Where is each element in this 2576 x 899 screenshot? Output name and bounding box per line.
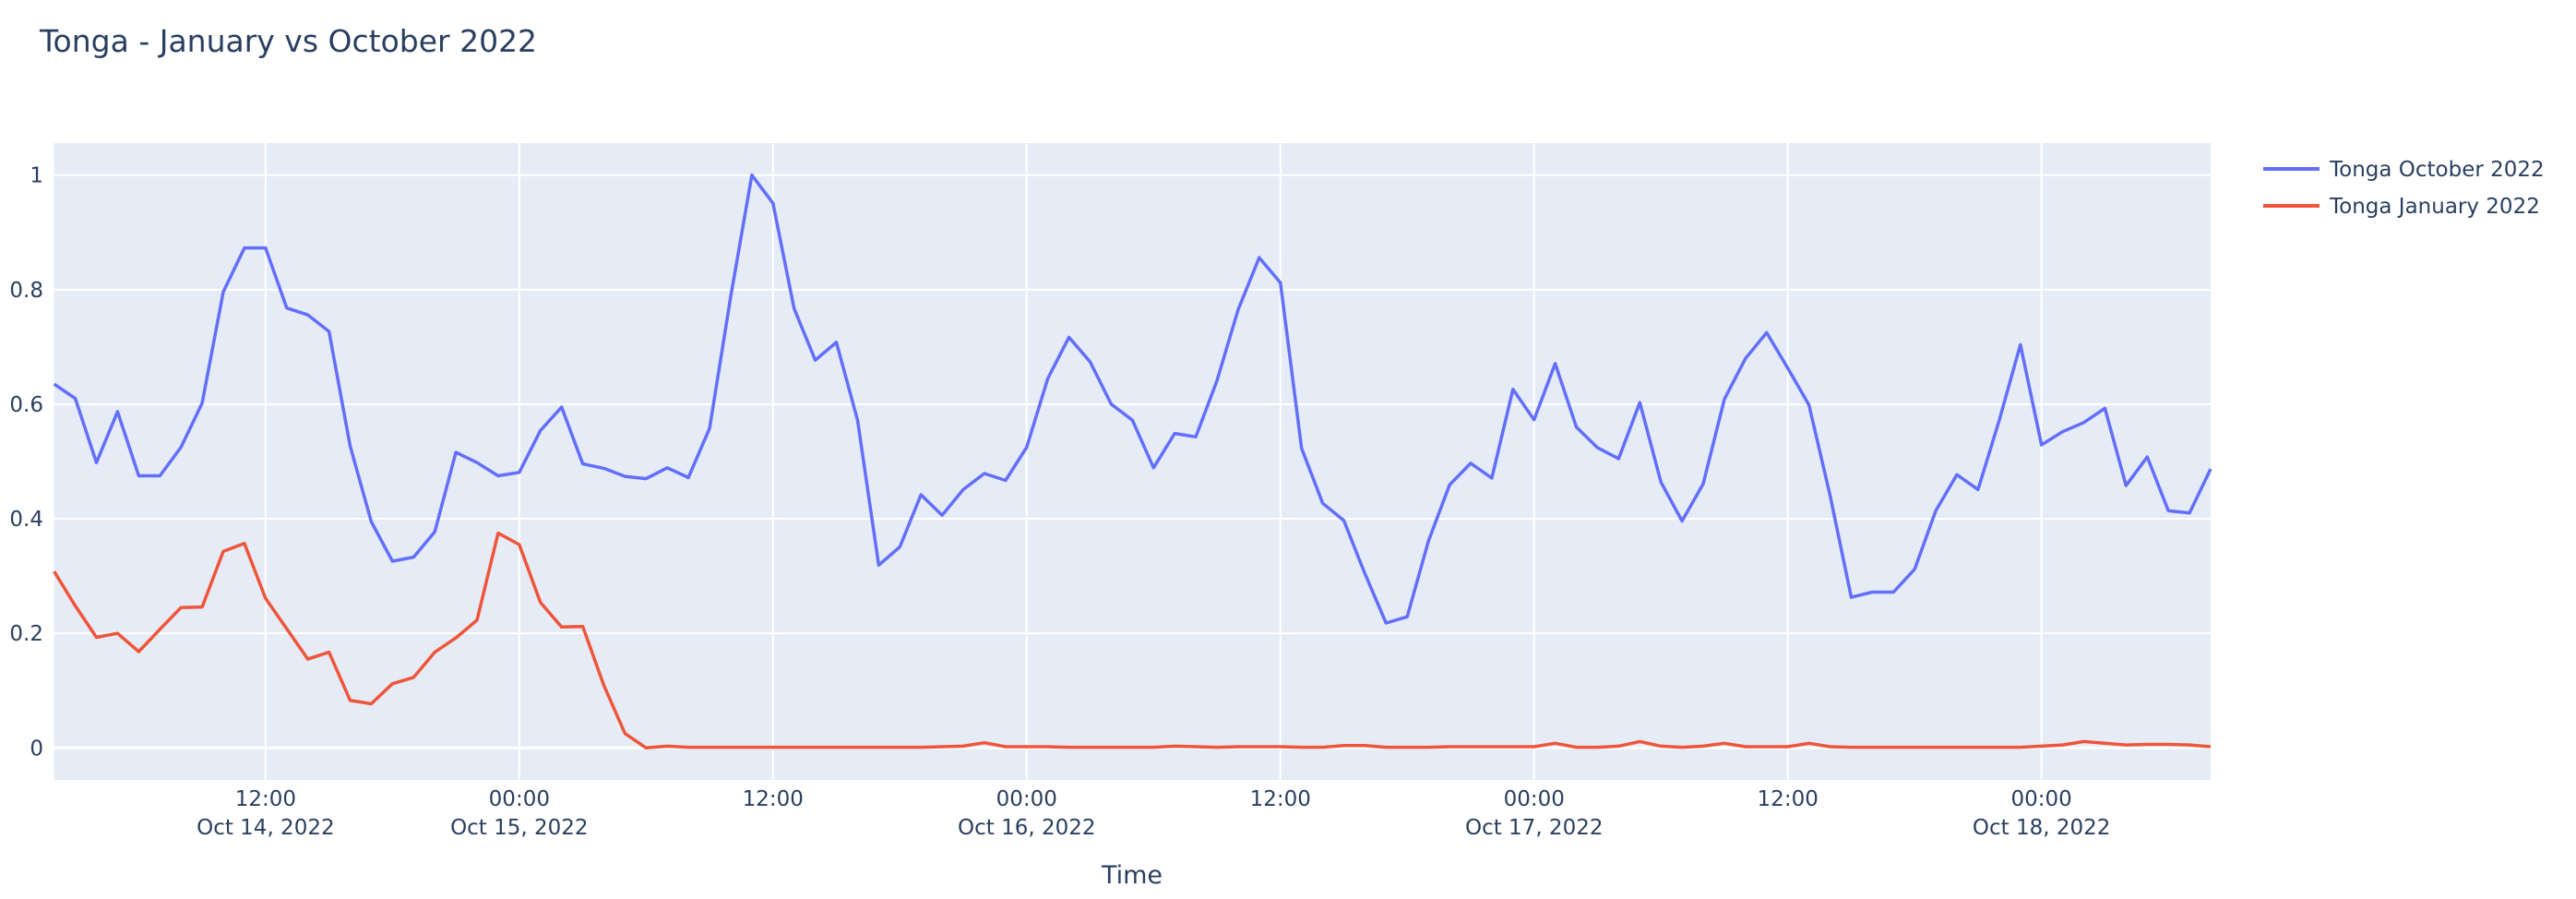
y-tick-label: 1 xyxy=(30,164,43,188)
legend-label: Tonga January 2022 xyxy=(2329,195,2540,219)
x-tick-date-label: Oct 18, 2022 xyxy=(1973,816,2111,840)
legend-item[interactable]: Tonga October 2022 xyxy=(2263,158,2545,182)
chart-title: Tonga - January vs October 2022 xyxy=(39,23,537,59)
series-lines xyxy=(53,173,2212,750)
y-axis-ticks: 0 0.2 0.4 0.6 0.8 1 xyxy=(9,164,43,761)
series-0 xyxy=(53,173,2212,625)
x-tick-label: 00:00 xyxy=(1504,787,1565,811)
plot-background xyxy=(54,143,2212,780)
y-tick-label: 0.2 xyxy=(9,622,43,646)
y-tick-label: 0.4 xyxy=(9,508,43,532)
legend-label: Tonga October 2022 xyxy=(2329,158,2545,182)
x-tick-label: 12:00 xyxy=(1250,787,1311,811)
series-line xyxy=(53,173,2212,625)
legend-item[interactable]: Tonga January 2022 xyxy=(2263,195,2540,219)
x-tick-date-label: Oct 17, 2022 xyxy=(1465,816,1604,840)
y-tick-label: 0.8 xyxy=(9,279,43,303)
series-1 xyxy=(53,531,2212,750)
x-tick-label: 00:00 xyxy=(2011,787,2072,811)
x-axis-title: Time xyxy=(1101,861,1163,890)
y-tick-label: 0.6 xyxy=(9,393,43,417)
x-tick-label: 12:00 xyxy=(743,787,804,811)
x-tick-date-label: Oct 16, 2022 xyxy=(958,816,1096,840)
gridlines xyxy=(54,143,2211,780)
x-tick-label: 00:00 xyxy=(996,787,1057,811)
x-tick-date-label: Oct 15, 2022 xyxy=(450,816,589,840)
x-axis-ticks: 12:00 Oct 14, 2022 00:00 Oct 15, 2022 12:00 0… xyxy=(197,787,2110,840)
x-tick-label: 00:00 xyxy=(489,787,550,811)
legend[interactable]: Tonga October 2022 Tonga January 2022 xyxy=(2263,158,2545,219)
x-tick-date-label: Oct 14, 2022 xyxy=(197,816,335,840)
x-tick-label: 12:00 xyxy=(235,787,296,811)
y-tick-label: 0 xyxy=(30,737,43,761)
x-tick-label: 12:00 xyxy=(1758,787,1819,811)
series-line xyxy=(53,531,2212,750)
